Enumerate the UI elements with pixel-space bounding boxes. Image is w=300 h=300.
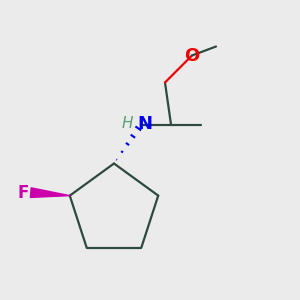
Text: N: N (137, 115, 152, 133)
Polygon shape (30, 188, 70, 197)
Text: H: H (122, 116, 133, 130)
Text: F: F (18, 184, 29, 202)
Text: O: O (184, 46, 200, 64)
